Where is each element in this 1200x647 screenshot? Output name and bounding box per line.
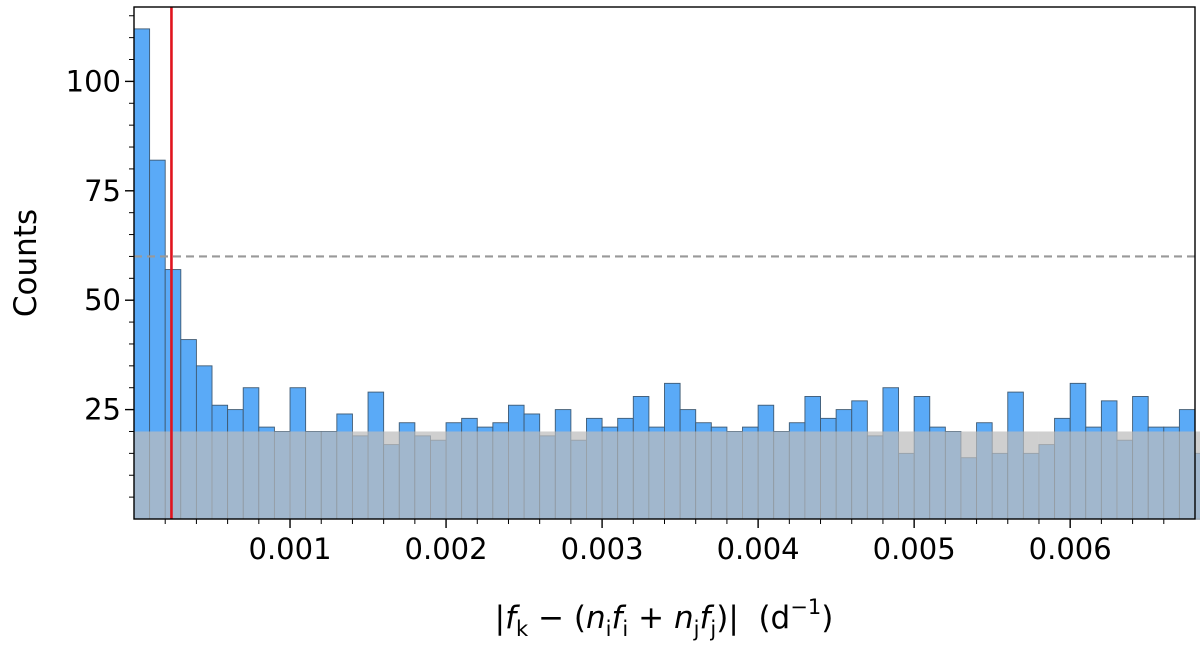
baseline-bar — [882, 431, 899, 519]
y-tick-label: 50 — [84, 283, 121, 317]
axes-layer: 25 50 75 100 0.001 0.002 0.003 0.004 0.005 0.006 — [66, 6, 1196, 566]
baseline-bar — [1070, 431, 1086, 519]
baseline-bar — [508, 431, 525, 519]
baseline-bar — [586, 431, 603, 519]
baseline-bar — [602, 431, 618, 519]
baseline-bar — [664, 431, 681, 519]
baseline-bar — [726, 431, 743, 519]
baseline-bar — [1101, 431, 1117, 519]
baseline-bar — [1163, 431, 1180, 519]
baseline-bar — [851, 431, 868, 519]
baseline-bar — [461, 431, 478, 519]
baseline-bar — [992, 431, 1008, 519]
baseline-bar — [1038, 431, 1055, 519]
baseline-bar — [321, 431, 337, 519]
x-tick-label: 0.002 — [405, 532, 488, 566]
reference-lines-layer — [134, 7, 1195, 519]
baseline-bar — [1132, 431, 1149, 519]
baseline-bar — [804, 431, 821, 519]
baseline-bar — [243, 431, 259, 519]
baseline-bar — [368, 431, 384, 519]
baseline-bar — [1054, 431, 1071, 519]
baseline-bar — [305, 431, 322, 519]
baseline-bar — [446, 431, 462, 519]
x-tick-label: 0.006 — [1029, 532, 1112, 566]
baseline-bar — [352, 431, 369, 519]
baseline-bar — [539, 431, 556, 519]
baseline-bar — [290, 431, 306, 519]
baseline-bar — [617, 431, 634, 519]
baseline-bar — [258, 431, 275, 519]
x-tick-label: 0.004 — [717, 532, 800, 566]
y-tick-label: 25 — [84, 393, 121, 427]
x-tick-label: 0.003 — [561, 532, 644, 566]
baseline-bar — [758, 431, 774, 519]
baseline-bar — [492, 431, 509, 519]
baseline-bar — [555, 431, 571, 519]
baseline-bar — [867, 431, 883, 519]
y-tick-label: 100 — [66, 64, 121, 98]
x-axis-label: |fk − (nifi + njfj)| (d−1) — [495, 595, 834, 641]
baseline-bar — [1116, 431, 1133, 519]
baseline-bar — [1195, 431, 1200, 519]
baseline-bar — [212, 431, 228, 519]
baseline-bar — [711, 431, 727, 519]
baseline-bar — [633, 431, 649, 519]
baseline-bar — [945, 431, 961, 519]
baseline-bar — [336, 431, 353, 519]
baseline-bar — [570, 431, 587, 519]
baseline-bar — [836, 431, 852, 519]
baseline-bar — [134, 431, 150, 519]
baseline-bar — [383, 431, 400, 519]
baseline-bar — [1085, 431, 1102, 519]
baseline-bar — [1148, 431, 1164, 519]
baseline-bar — [399, 431, 415, 519]
baseline-bar — [1179, 431, 1195, 519]
baseline-bar — [680, 431, 696, 519]
baseline-bar — [1023, 431, 1039, 519]
baseline-bar — [820, 431, 837, 519]
baseline-bar — [274, 431, 291, 519]
x-tick-label: 0.005 — [873, 532, 956, 566]
baseline-bar — [227, 431, 244, 519]
baseline-bar — [477, 431, 493, 519]
baseline-bar — [524, 431, 540, 519]
baseline-bar — [789, 431, 805, 519]
baseline-bar — [180, 431, 197, 519]
baseline-bar — [960, 431, 977, 519]
baseline-bar — [430, 431, 447, 519]
baseline-bar — [976, 431, 993, 519]
baseline-bar — [414, 431, 431, 519]
baseline-bar — [914, 431, 930, 519]
baseline-bar — [695, 431, 712, 519]
baseline-bar — [165, 431, 181, 519]
y-axis-label: Counts — [8, 209, 44, 317]
baseline-bar — [929, 431, 946, 519]
baseline-bar — [742, 431, 759, 519]
baseline-bar — [1007, 431, 1024, 519]
baseline-bar — [196, 431, 213, 519]
bars-layer — [133, 28, 1200, 520]
baseline-bar — [898, 431, 915, 519]
baseline-bar — [648, 431, 665, 519]
baseline-bar — [149, 431, 166, 519]
y-tick-label: 75 — [84, 174, 121, 208]
x-tick-label: 0.001 — [249, 532, 332, 566]
baseline-bar — [773, 431, 790, 519]
